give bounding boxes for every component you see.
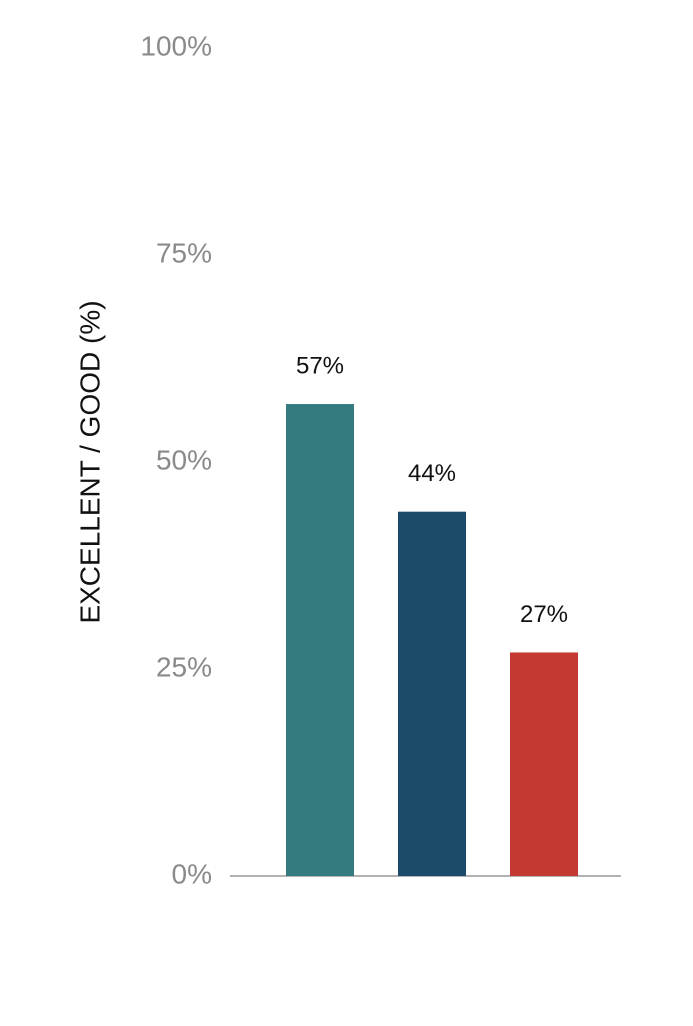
bar (286, 404, 354, 876)
bar (510, 652, 578, 876)
data-label: 57% (296, 352, 344, 379)
y-tick-label: 50% (156, 444, 212, 475)
y-tick-label: 0% (172, 858, 212, 889)
y-tick-label: 25% (156, 651, 212, 682)
data-label: 27% (520, 601, 568, 628)
data-label: 44% (408, 460, 456, 487)
bar (398, 511, 466, 876)
y-tick-label: 75% (156, 237, 212, 268)
y-tick-label: 100% (140, 30, 212, 61)
y-axis-label: EXCELLENT / GOOD (%) (74, 300, 105, 623)
